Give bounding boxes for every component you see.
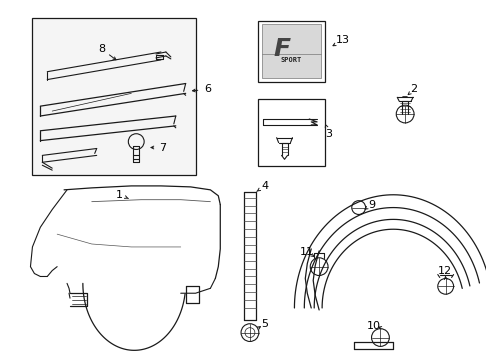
Bar (32, 18, 195, 175)
Text: 7: 7 (159, 143, 166, 153)
Text: 12: 12 (437, 266, 451, 276)
Text: 3: 3 (325, 129, 332, 139)
Text: 5: 5 (261, 319, 268, 329)
Text: F: F (272, 37, 289, 61)
Text: SPORT: SPORT (280, 57, 302, 63)
Bar (257, 21, 325, 82)
Text: 13: 13 (335, 35, 349, 45)
Text: 2: 2 (409, 84, 417, 94)
Text: 9: 9 (367, 199, 374, 210)
Text: 8: 8 (98, 44, 105, 54)
Text: 11: 11 (300, 247, 314, 257)
Text: 6: 6 (203, 84, 210, 94)
Text: 1: 1 (116, 190, 122, 200)
Text: 10: 10 (366, 321, 380, 331)
Text: 4: 4 (261, 181, 268, 191)
Bar (261, 24, 321, 78)
Bar (257, 99, 325, 166)
